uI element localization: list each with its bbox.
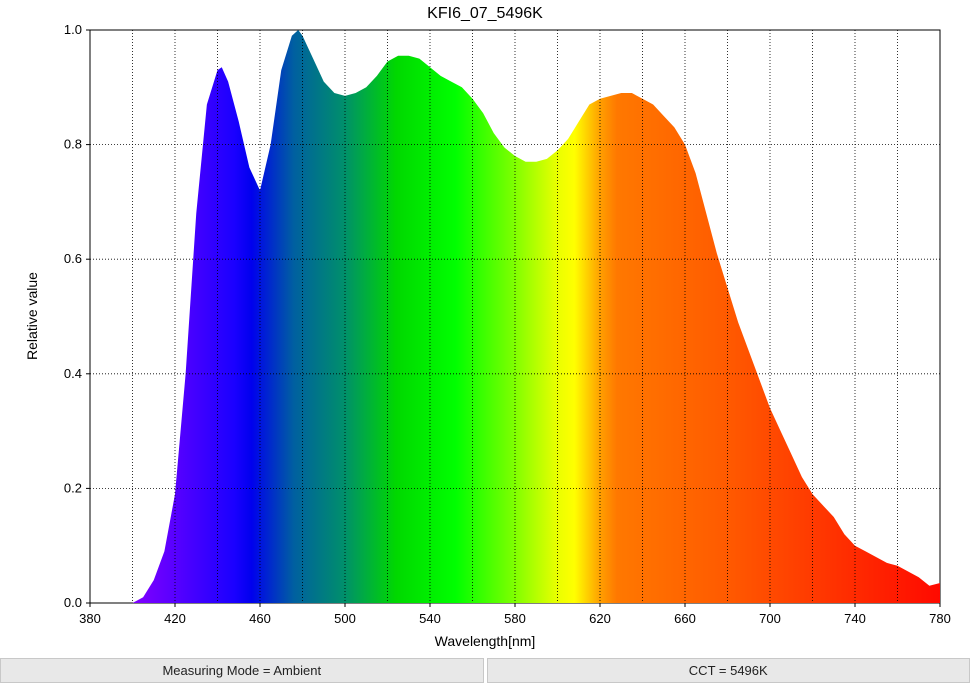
x-tick-label: 420 [164, 611, 186, 626]
x-tick-label: 380 [79, 611, 101, 626]
x-tick-label: 540 [419, 611, 441, 626]
y-tick-label: 1.0 [64, 22, 82, 37]
y-tick-label: 0.2 [64, 480, 82, 495]
status-bar: Measuring Mode = Ambient CCT = 5496K [0, 658, 970, 683]
x-tick-label: 700 [759, 611, 781, 626]
cct-field[interactable]: CCT = 5496K [486, 658, 970, 683]
x-tick-label: 460 [249, 611, 271, 626]
x-tick-label: 580 [504, 611, 526, 626]
y-tick-label: 0.0 [64, 595, 82, 610]
chart: KFI6_07_5496K Wavelength[nm] Relative va… [24, 5, 951, 649]
y-tick-label: 0.6 [64, 251, 82, 266]
x-tick-label: 660 [674, 611, 696, 626]
chart-title: KFI6_07_5496K [427, 5, 543, 22]
measuring-mode-field[interactable]: Measuring Mode = Ambient [0, 658, 484, 683]
x-axis-label: Wavelength[nm] [435, 633, 536, 649]
x-tick-label: 620 [589, 611, 611, 626]
y-axis-label: Relative value [24, 272, 40, 360]
x-tick-label: 740 [844, 611, 866, 626]
x-tick-label: 500 [334, 611, 356, 626]
x-tick-label: 780 [929, 611, 951, 626]
y-tick-label: 0.4 [64, 366, 82, 381]
y-tick-label: 0.8 [64, 137, 82, 152]
spectrum-area [132, 30, 940, 603]
plot [132, 30, 940, 603]
